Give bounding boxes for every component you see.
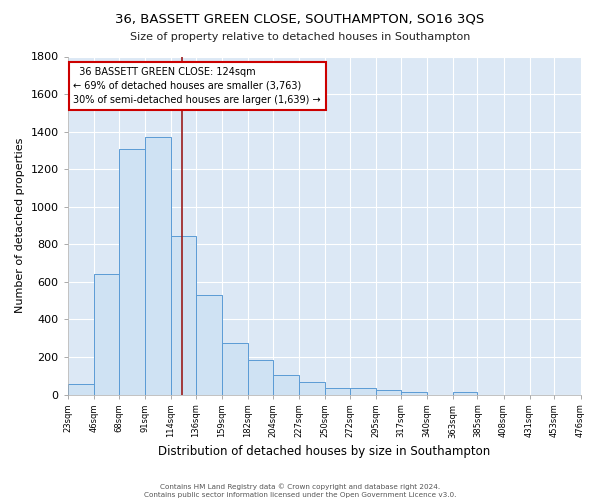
Bar bbox=[376, 390, 401, 394]
Bar bbox=[119, 150, 145, 394]
Bar bbox=[221, 342, 248, 394]
Text: 36 BASSETT GREEN CLOSE: 124sqm
← 69% of detached houses are smaller (3,763)
30% : 36 BASSETT GREEN CLOSE: 124sqm ← 69% of … bbox=[73, 67, 321, 105]
Bar bbox=[196, 295, 221, 394]
Bar bbox=[350, 388, 376, 394]
Bar bbox=[452, 392, 478, 394]
Bar bbox=[401, 392, 427, 394]
Bar bbox=[171, 236, 196, 394]
Text: 36, BASSETT GREEN CLOSE, SOUTHAMPTON, SO16 3QS: 36, BASSETT GREEN CLOSE, SOUTHAMPTON, SO… bbox=[115, 12, 485, 26]
Y-axis label: Number of detached properties: Number of detached properties bbox=[15, 138, 25, 313]
Bar bbox=[94, 274, 119, 394]
Bar bbox=[248, 360, 272, 394]
Bar bbox=[325, 388, 350, 394]
X-axis label: Distribution of detached houses by size in Southampton: Distribution of detached houses by size … bbox=[158, 444, 490, 458]
Bar bbox=[145, 138, 171, 394]
Bar bbox=[299, 382, 325, 394]
Bar bbox=[272, 375, 299, 394]
Bar bbox=[68, 384, 94, 394]
Text: Size of property relative to detached houses in Southampton: Size of property relative to detached ho… bbox=[130, 32, 470, 42]
Text: Contains HM Land Registry data © Crown copyright and database right 2024.
Contai: Contains HM Land Registry data © Crown c… bbox=[144, 484, 456, 498]
